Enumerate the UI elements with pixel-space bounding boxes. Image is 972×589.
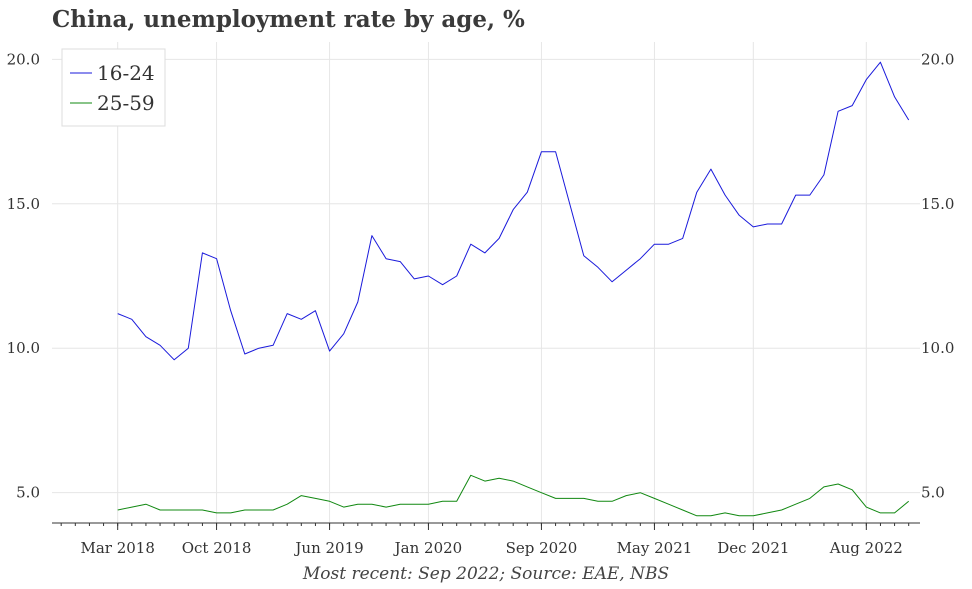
x-tick-label: Dec 2021 bbox=[717, 539, 789, 557]
x-tick-label: Sep 2020 bbox=[506, 539, 578, 557]
y-tick-label-left: 15.0 bbox=[7, 195, 40, 213]
x-tick-label: Jun 2019 bbox=[293, 539, 363, 557]
x-tick-label: May 2021 bbox=[617, 539, 693, 557]
legend-label-16-24: 16-24 bbox=[97, 61, 155, 85]
x-tick-label: Aug 2022 bbox=[829, 539, 903, 557]
x-tick-label: Oct 2018 bbox=[182, 539, 252, 557]
axes: 5.0 5.0 10.0 10.0 15.0 15.0 20.0 20.0 Mar 2018 Oc… bbox=[7, 50, 955, 557]
legend-box bbox=[61, 48, 166, 127]
x-tick-label: Jan 2020 bbox=[393, 539, 463, 557]
y-tick-label-right: 5.0 bbox=[921, 484, 945, 502]
legend-label-25-59: 25-59 bbox=[97, 91, 155, 115]
y-tick-label-right: 10.0 bbox=[921, 339, 954, 357]
series-lines bbox=[117, 61, 910, 517]
legend: 16-24 25-59 bbox=[61, 48, 166, 127]
chart-caption: Most recent: Sep 2022; Source: EAE, NBS bbox=[302, 564, 670, 584]
series-line-16-24 bbox=[117, 61, 910, 361]
line-chart: 5.0 5.0 10.0 10.0 15.0 15.0 20.0 20.0 Mar 2018 Oc… bbox=[7, 42, 955, 557]
y-tick-label-right: 20.0 bbox=[921, 50, 954, 68]
series-line-25-59 bbox=[117, 474, 910, 517]
y-tick-label-left: 20.0 bbox=[7, 50, 40, 68]
grid-lines bbox=[52, 42, 920, 523]
y-tick-label-right: 15.0 bbox=[921, 195, 954, 213]
plot-area bbox=[52, 42, 920, 523]
y-tick-label-left: 5.0 bbox=[16, 484, 40, 502]
x-tick-label: Mar 2018 bbox=[80, 539, 154, 557]
y-tick-label-left: 10.0 bbox=[7, 339, 40, 357]
chart-title: China, unemployment rate by age, % bbox=[52, 6, 525, 33]
